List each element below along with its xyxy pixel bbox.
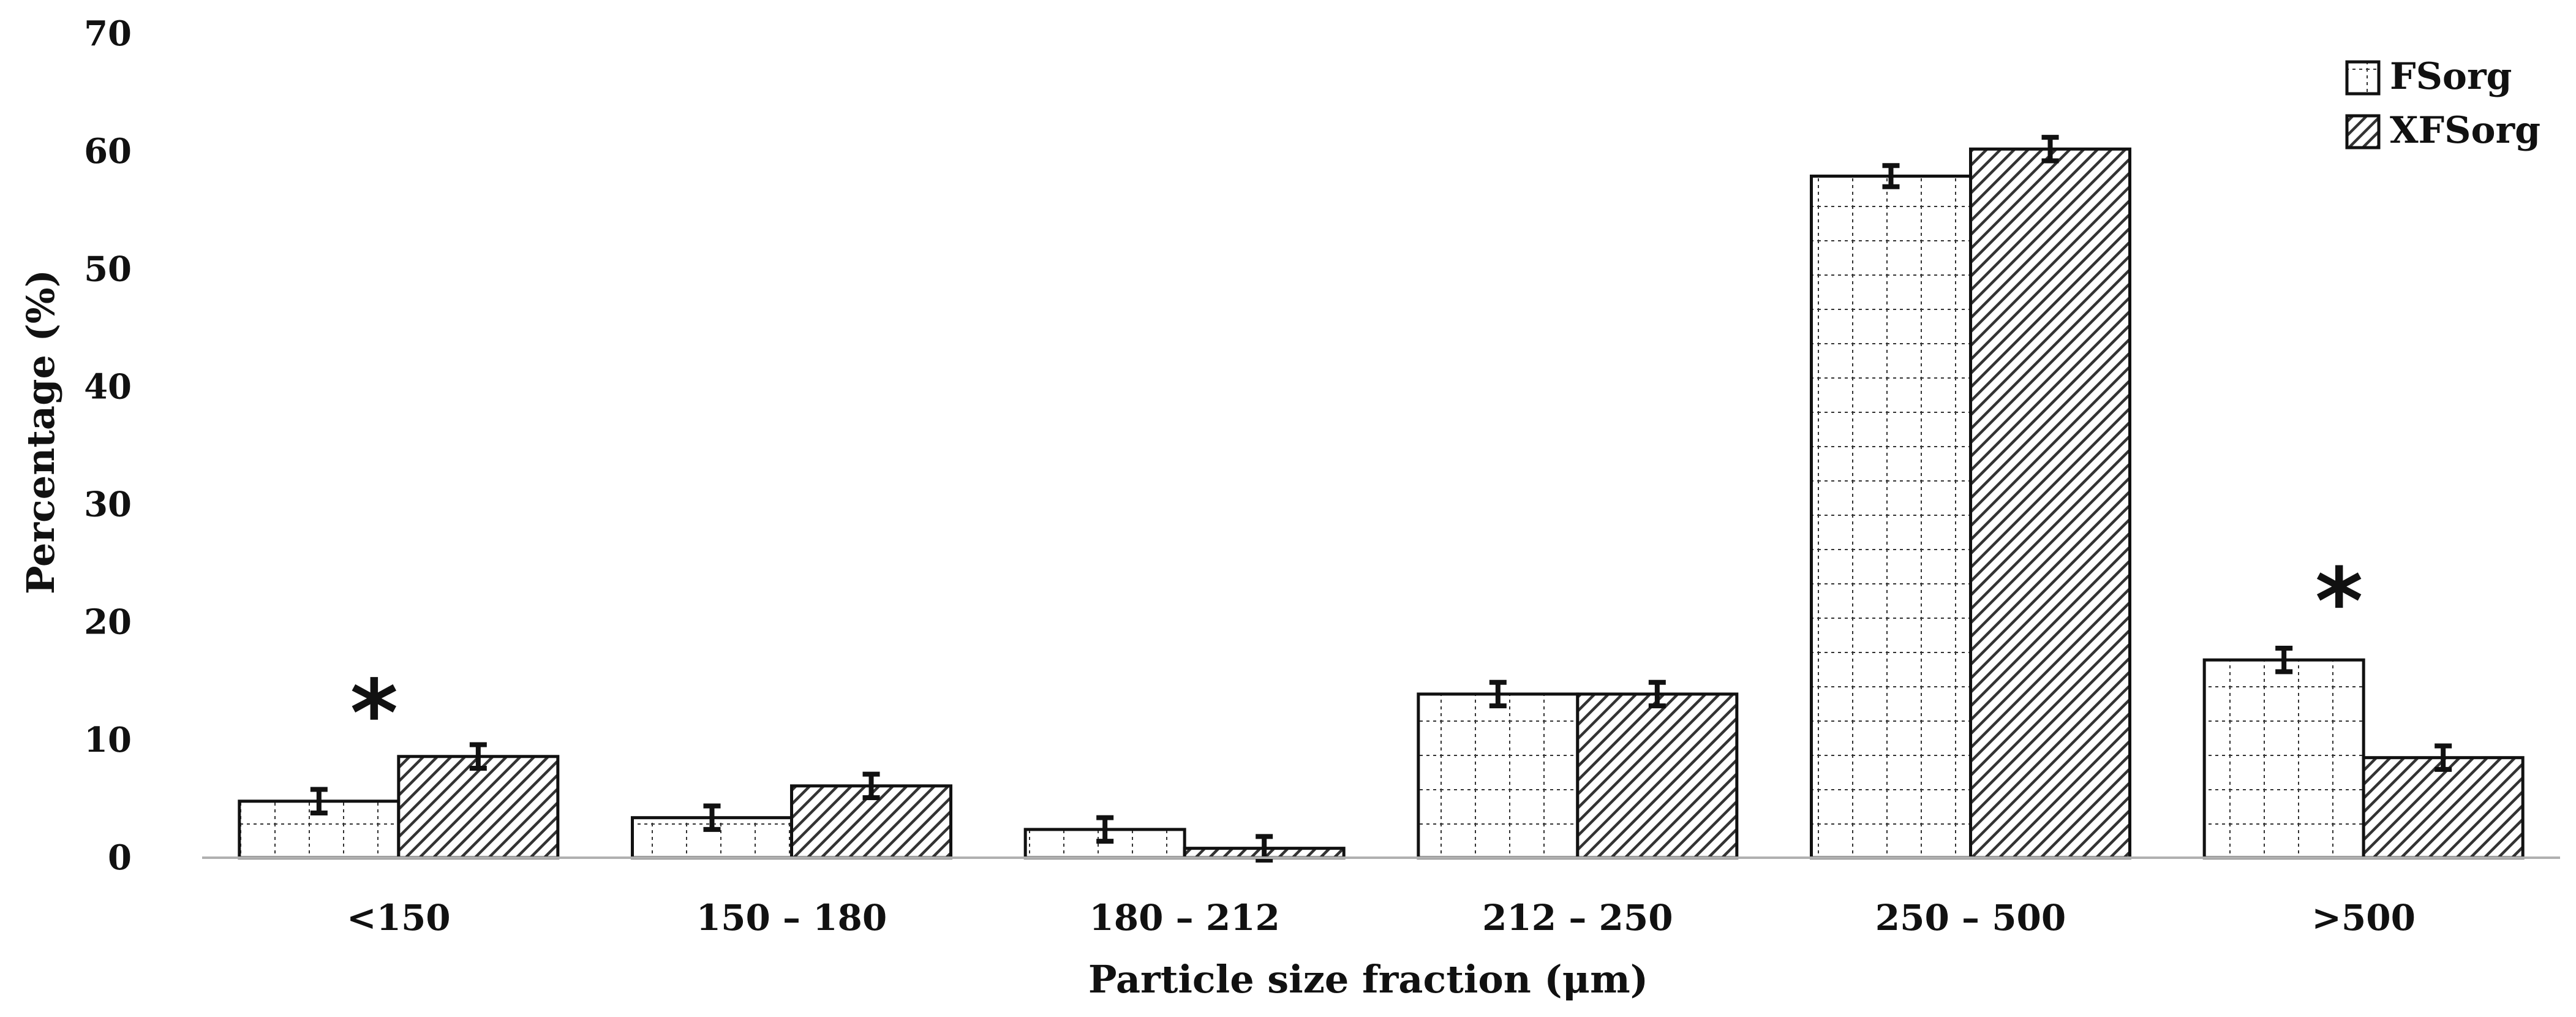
y-tick-label: 40 <box>84 366 132 407</box>
legend-label: XFSorg <box>2390 109 2540 152</box>
error-bar <box>1648 679 1666 709</box>
legend: FSorg XFSorg <box>2345 55 2540 152</box>
y-axis-ticks: 0 10 20 30 40 50 60 70 <box>84 13 132 878</box>
error-bar <box>703 803 721 832</box>
x-axis-categories: <150 150 – 180 180 – 212 212 – 250 250 – 500… <box>347 897 2416 939</box>
significance-star: * <box>350 660 398 767</box>
y-axis-title: Percentage (%) <box>18 270 63 594</box>
bar-xfsorg-5 <box>2362 756 2525 860</box>
x-category-label: 180 – 212 <box>1089 897 1280 939</box>
y-tick-label: 60 <box>84 131 132 172</box>
error-bar <box>1096 815 1114 844</box>
bar-fsorg-5 <box>2202 658 2365 860</box>
x-category-label: <150 <box>347 897 451 939</box>
error-bar <box>2435 743 2452 772</box>
significance-star: * <box>2315 549 2363 656</box>
error-bar <box>1882 163 1900 189</box>
significance-markers: ** <box>350 549 2363 768</box>
y-tick-label: 10 <box>84 720 132 760</box>
x-category-label: 150 – 180 <box>696 897 887 939</box>
legend-label: FSorg <box>2390 55 2512 98</box>
y-tick-label: 20 <box>84 602 132 643</box>
error-bar <box>2041 135 2059 164</box>
y-tick-label: 50 <box>84 249 132 289</box>
x-category-label: 250 – 500 <box>1875 897 2066 939</box>
error-bar <box>310 787 328 815</box>
x-axis-title: Particle size fraction (μm) <box>1088 957 1648 1002</box>
bar-xfsorg-3 <box>1576 692 1739 860</box>
y-tick-label: 70 <box>84 13 132 54</box>
error-bars-layer <box>310 135 2452 863</box>
bar-fsorg-4 <box>1810 174 1972 860</box>
bars-layer <box>238 147 2525 860</box>
y-tick-label: 0 <box>108 837 132 878</box>
x-category-label: >500 <box>2311 897 2416 939</box>
error-bar <box>1489 679 1507 709</box>
legend-swatch-xfsorg <box>2345 114 2381 149</box>
bar-xfsorg-4 <box>1969 147 2131 860</box>
error-bar <box>1256 834 1273 863</box>
bar-fsorg-3 <box>1417 692 1580 860</box>
y-tick-label: 30 <box>84 485 132 525</box>
x-category-label: 212 – 250 <box>1482 897 1673 939</box>
legend-swatch-fsorg <box>2345 60 2381 96</box>
error-bar <box>469 742 487 771</box>
error-bar <box>862 771 880 801</box>
bar-xfsorg-0 <box>397 755 560 860</box>
error-bar <box>2275 645 2293 675</box>
